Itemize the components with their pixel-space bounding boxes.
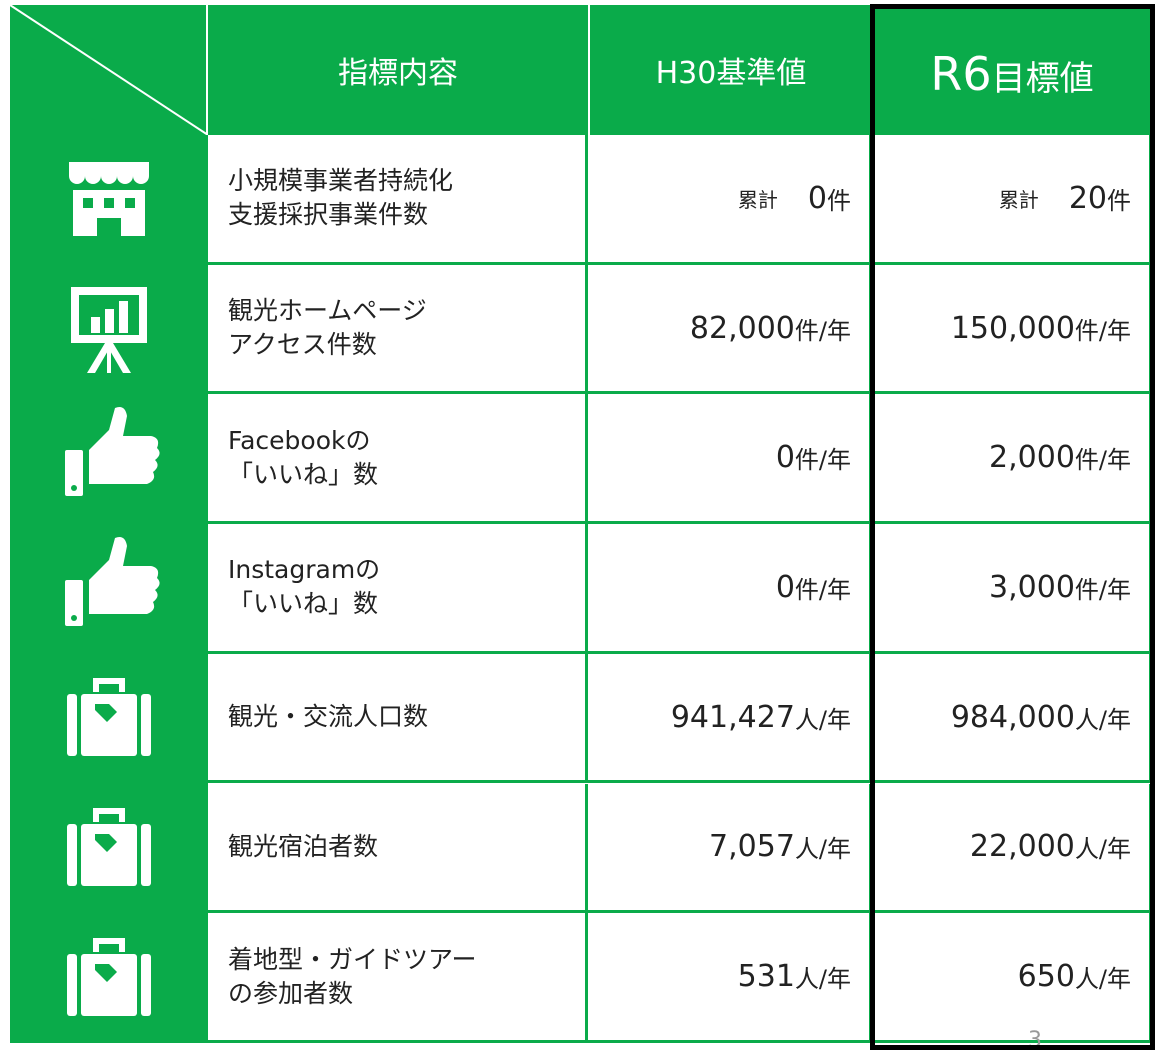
baseline-cell: 累計 0 件: [588, 135, 872, 265]
unit: 人/年: [1074, 835, 1131, 864]
header-text: 目標値: [991, 59, 1094, 99]
unit: 人/年: [1074, 965, 1131, 994]
prefix: 累計: [737, 187, 778, 212]
indicator-cell: Facebookの 「いいね」数: [208, 394, 588, 525]
indicator-line: Facebookの: [228, 425, 371, 455]
number: 984,000: [950, 699, 1075, 735]
board-icon: [71, 287, 147, 373]
icons: [65, 162, 160, 1016]
number: 82,000: [689, 310, 795, 346]
unit: 件/年: [1074, 575, 1131, 604]
store-icon: [69, 162, 149, 236]
number: 20: [1068, 180, 1107, 216]
indicator-line: 観光宿泊者数: [228, 831, 379, 861]
page-number-text: 3: [1028, 1028, 1042, 1053]
number: 0: [775, 440, 795, 476]
indicator-cell: 観光ホームページ アクセス件数: [208, 264, 588, 395]
target-cell: 22,000 人/年: [872, 783, 1152, 914]
target-cell: 650 人/年: [872, 913, 1152, 1043]
header-text: H30基準値: [655, 56, 807, 91]
unit: 人/年: [794, 705, 851, 734]
header-corner: [10, 5, 208, 135]
indicator-cell: 小規模事業者持続化 支援採択事業件数: [208, 135, 588, 265]
indicator-line: 観光・交流人口数: [228, 702, 429, 732]
unit: 件: [827, 186, 851, 215]
unit: 件: [1107, 186, 1131, 215]
indicator-line: 着地型・ガイドツアー: [228, 944, 477, 974]
baseline-cell: 0 件/年: [588, 524, 872, 654]
indicator-line: アクセス件数: [228, 330, 377, 360]
baseline-cell: 941,427 人/年: [588, 653, 872, 784]
target-cell: 150,000 件/年: [872, 264, 1152, 395]
number: 0: [807, 180, 827, 216]
number: 7,057: [709, 829, 795, 865]
indicator-cell: 着地型・ガイドツアー の参加者数: [208, 913, 588, 1043]
unit: 件/年: [794, 446, 851, 475]
indicator-cell: Instagramの 「いいね」数: [208, 524, 588, 654]
number: 941,427: [670, 699, 795, 735]
prefix: 累計: [998, 187, 1039, 212]
number: 650: [1017, 959, 1075, 995]
target-cell: 2,000 件/年: [872, 394, 1152, 525]
header-indicator: 指標内容: [208, 5, 588, 135]
indicator-line: 「いいね」数: [228, 589, 379, 619]
unit: 件/年: [1074, 446, 1131, 475]
number: 22,000: [969, 829, 1075, 865]
unit: 件/年: [1074, 316, 1131, 345]
number: 150,000: [950, 310, 1075, 346]
target-cell: 累計 20 件: [872, 135, 1152, 265]
suitcase-icon: [67, 678, 151, 756]
indicator-line: Instagramの: [228, 555, 381, 585]
indicator-line: 観光ホームページ: [228, 296, 427, 326]
header-text: 指標内容: [338, 56, 458, 91]
number: 2,000: [989, 440, 1075, 476]
unit: 人/年: [794, 835, 851, 864]
target-cell: 984,000 人/年: [872, 653, 1152, 784]
target-cell: 3,000 件/年: [872, 524, 1152, 654]
number: 0: [775, 569, 795, 605]
unit: 件/年: [794, 575, 851, 604]
thumb-icon: [65, 537, 160, 626]
diagonal: [10, 5, 208, 135]
unit: 人/年: [794, 965, 851, 994]
baseline-cell: 0 件/年: [588, 394, 872, 525]
unit: 人/年: [1074, 705, 1131, 734]
indicator-cell: 観光・交流人口数: [208, 653, 588, 784]
unit: 件/年: [794, 316, 851, 345]
baseline-cell: 7,057 人/年: [588, 783, 872, 914]
indicator-line: の参加者数: [228, 978, 354, 1008]
page-number: 3: [1028, 1028, 1042, 1053]
indicator-line: 支援採択事業件数: [228, 200, 429, 230]
suitcase-icon: [67, 938, 151, 1016]
header-text: R6: [930, 47, 992, 101]
thumb-icon: [65, 407, 160, 496]
indicator-cell: 観光宿泊者数: [208, 783, 588, 914]
header-baseline: H30基準値: [588, 5, 872, 135]
number: 3,000: [989, 569, 1075, 605]
number: 531: [737, 959, 795, 995]
indicator-line: 小規模事業者持続化: [228, 166, 454, 196]
header-target: R6 目標値: [872, 5, 1152, 135]
baseline-cell: 82,000 件/年: [588, 264, 872, 395]
baseline-cell: 531 人/年: [588, 913, 872, 1043]
indicator-line: 「いいね」数: [228, 459, 379, 489]
suitcase-icon: [67, 808, 151, 886]
